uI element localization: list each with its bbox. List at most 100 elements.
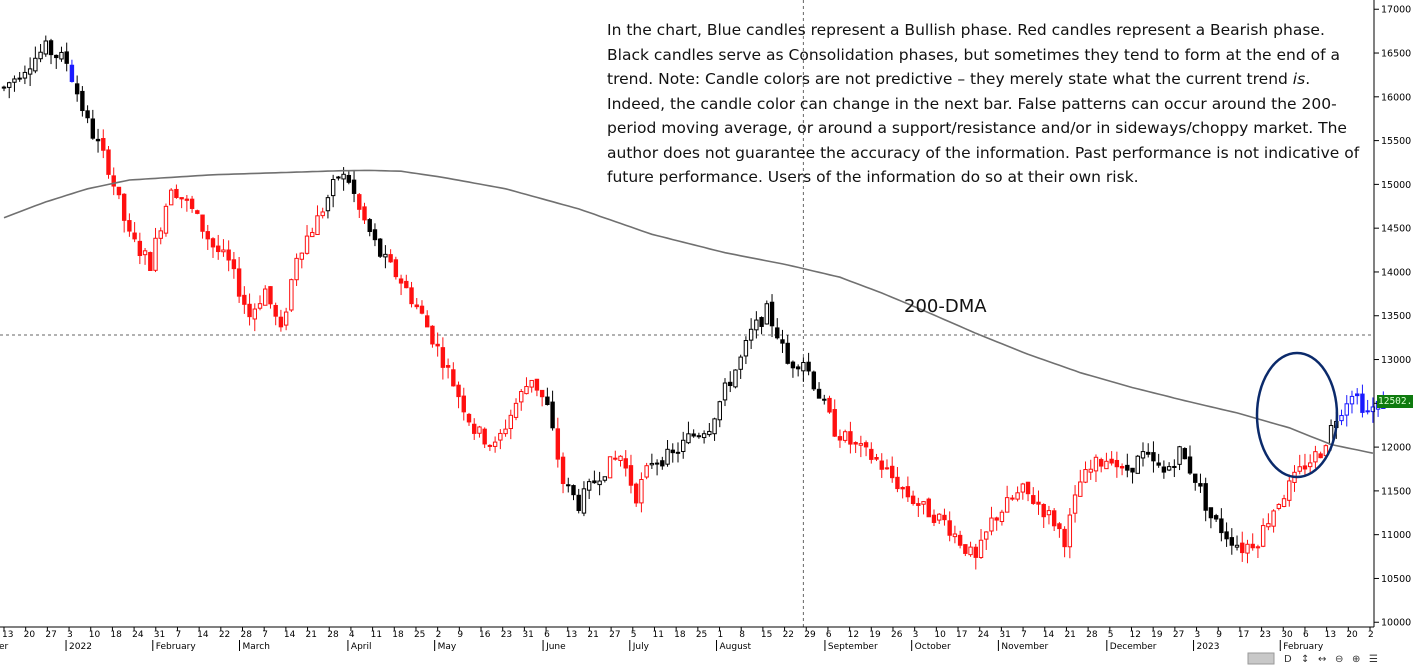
month-label: August	[720, 642, 752, 652]
candles-layer	[1, 35, 1386, 570]
candle	[1276, 503, 1282, 511]
candle	[1193, 473, 1198, 491]
candle	[1260, 518, 1266, 548]
candle	[545, 387, 550, 406]
month-label: July	[632, 642, 650, 652]
candle	[1297, 454, 1302, 475]
y-tick-label: 11500	[1381, 486, 1411, 497]
chart-control-button[interactable]: ↔	[1318, 654, 1326, 665]
candle	[210, 237, 216, 258]
month-label: September	[828, 642, 878, 652]
chart-control-button[interactable]: ↕	[1301, 654, 1309, 665]
candle	[247, 293, 252, 326]
y-tick-label: 10500	[1381, 574, 1411, 585]
candle	[330, 174, 336, 208]
candle	[837, 429, 843, 448]
candle	[994, 516, 999, 531]
candle	[848, 421, 853, 454]
candle	[205, 224, 210, 250]
x-tick-label: 13	[2, 630, 13, 640]
candle	[163, 203, 169, 237]
dma-annotation: 200-DMA	[904, 296, 987, 317]
x-tick-label: 15	[761, 630, 772, 640]
x-tick-label: 21	[1064, 630, 1075, 640]
candle	[1041, 503, 1046, 528]
candle	[116, 186, 122, 200]
candle	[1172, 459, 1177, 478]
candle	[937, 513, 942, 524]
candle	[1119, 463, 1125, 476]
candle	[607, 456, 613, 479]
chart-control-button[interactable]: ⊖	[1335, 654, 1343, 665]
candle	[1057, 522, 1062, 538]
y-tick-label: 12000	[1381, 443, 1411, 454]
candle	[74, 75, 80, 102]
candle	[54, 54, 59, 69]
candle	[451, 362, 456, 387]
candle	[299, 252, 305, 269]
candle	[101, 129, 106, 159]
x-tick-label: 27	[609, 630, 620, 640]
candle	[764, 300, 770, 325]
x-tick-label: 23	[1260, 630, 1271, 640]
candle	[869, 442, 874, 464]
candle	[1318, 451, 1323, 459]
candle	[17, 72, 22, 82]
candle	[999, 509, 1005, 526]
y-tick-label: 16000	[1381, 92, 1411, 103]
candle	[1104, 452, 1109, 470]
scrollbar-thumb[interactable]	[1247, 652, 1275, 665]
candle	[273, 302, 278, 326]
x-tick-label: 17	[956, 630, 967, 640]
candle	[1161, 460, 1167, 479]
chart-control-button[interactable]: ⊕	[1352, 654, 1360, 665]
candle	[174, 184, 179, 199]
month-label: 2023	[1197, 642, 1220, 652]
candle	[466, 412, 472, 426]
candle	[59, 46, 64, 62]
candle	[560, 452, 566, 494]
x-tick-label: 1	[718, 630, 724, 640]
x-tick-label: 20	[1346, 630, 1358, 640]
candle	[1302, 453, 1308, 475]
x-tick-label: 27	[1173, 630, 1184, 640]
candle	[409, 281, 414, 308]
candle	[200, 214, 205, 239]
candle	[43, 35, 48, 57]
candle	[1250, 533, 1255, 551]
x-tick-label: 25	[696, 630, 707, 640]
candle	[1031, 487, 1036, 505]
candle	[158, 227, 163, 245]
candle	[1125, 453, 1130, 478]
candle	[346, 171, 352, 185]
candle	[1187, 445, 1193, 475]
candle	[910, 490, 916, 506]
candle	[289, 278, 294, 312]
candle	[926, 497, 931, 518]
candle	[142, 247, 148, 265]
candle	[425, 310, 430, 328]
candle	[367, 218, 372, 237]
y-tick-label: 16500	[1381, 49, 1411, 60]
x-tick-label: 13	[1325, 630, 1336, 640]
x-tick-label: 19	[1151, 630, 1163, 640]
candle	[775, 318, 780, 340]
y-tick-label: 15500	[1381, 136, 1411, 147]
candle	[226, 240, 231, 272]
candle	[853, 441, 858, 454]
candle	[283, 307, 289, 331]
candle	[717, 400, 722, 428]
chart-control-button[interactable]: ☰	[1369, 654, 1378, 665]
candle	[1046, 505, 1052, 525]
candle	[613, 450, 618, 461]
x-tick-label: 30	[1281, 630, 1293, 640]
candle	[231, 251, 237, 279]
candle	[336, 175, 341, 181]
candle	[456, 381, 461, 409]
chart-control-button[interactable]: D	[1284, 654, 1292, 665]
candle	[398, 274, 404, 296]
candle	[957, 530, 963, 549]
candle	[351, 170, 357, 203]
